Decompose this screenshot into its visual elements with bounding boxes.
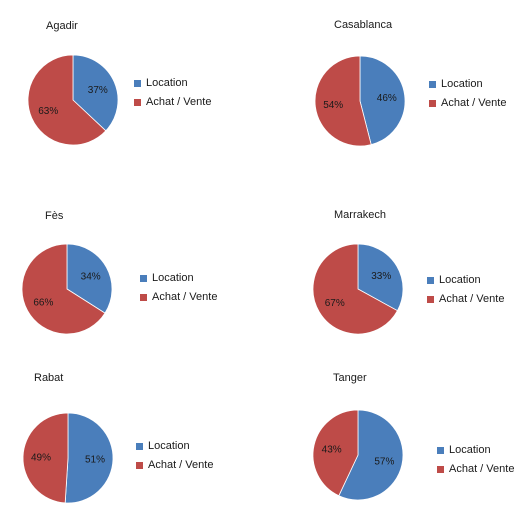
legend-label: Achat / Vente [449, 463, 515, 475]
pie-slice-achat-vente [312, 409, 359, 497]
pie-chart: 57% 43% [312, 409, 404, 501]
legend-item-achat-vente: Achat / Vente [429, 98, 506, 109]
legend-swatch-location [429, 81, 436, 88]
chart-legend: Location Achat / Vente [136, 441, 213, 471]
legend-item-achat-vente: Achat / Vente [136, 460, 213, 471]
pie-data-label: 63% [38, 106, 58, 117]
legend-swatch-location [140, 275, 147, 282]
legend-swatch-achat-vente [427, 296, 434, 303]
legend-item-location: Location [136, 441, 213, 452]
pie-data-label: 34% [81, 271, 101, 282]
chart-legend: Location Achat / Vente [134, 78, 211, 108]
legend-item-location: Location [437, 445, 514, 456]
pie-data-label: 33% [371, 271, 391, 282]
legend-item-achat-vente: Achat / Vente [134, 97, 211, 108]
pie-data-label: 43% [322, 445, 342, 456]
legend-label: Location [449, 444, 491, 456]
legend-swatch-location [136, 443, 143, 450]
chart-legend: Location Achat / Vente [140, 273, 217, 303]
legend-label: Location [146, 77, 188, 89]
legend-item-achat-vente: Achat / Vente [140, 292, 217, 303]
pie-data-label: 57% [374, 456, 394, 467]
pie-chart: 46% 54% [314, 55, 406, 147]
legend-swatch-achat-vente [140, 294, 147, 301]
chart-title: Casablanca [334, 19, 393, 31]
pie-slice-achat-vente [312, 243, 398, 335]
legend-swatch-location [437, 447, 444, 454]
legend-item-location: Location [427, 275, 504, 286]
pie-slice-location [359, 55, 406, 146]
pie-slice-location [338, 409, 404, 501]
pie-data-label: 66% [33, 298, 53, 309]
pie-data-label: 67% [325, 298, 345, 309]
legend-swatch-location [427, 277, 434, 284]
pie-data-label: 46% [377, 93, 397, 104]
pie-chart: 33% 67% [312, 243, 404, 335]
legend-item-location: Location [140, 273, 217, 284]
legend-label: Achat / Vente [146, 96, 212, 108]
legend-item-achat-vente: Achat / Vente [427, 294, 504, 305]
legend-label: Location [148, 440, 190, 452]
pie-slice-location [64, 412, 114, 504]
chart-legend: Location Achat / Vente [437, 445, 514, 475]
pie-chart: 34% 66% [21, 243, 113, 335]
chart-title: Fès [45, 210, 64, 222]
legend-swatch-achat-vente [134, 99, 141, 106]
legend-item-achat-vente: Achat / Vente [437, 464, 514, 475]
pie-data-label: 54% [323, 100, 343, 111]
chart-legend: Location Achat / Vente [429, 79, 506, 109]
pie-chart: 37% 63% [27, 54, 119, 146]
legend-label: Achat / Vente [439, 293, 505, 305]
legend-label: Location [441, 78, 483, 90]
legend-swatch-achat-vente [136, 462, 143, 469]
legend-item-location: Location [429, 79, 506, 90]
legend-item-location: Location [134, 78, 211, 89]
pie-slice-achat-vente [314, 55, 372, 147]
legend-label: Location [152, 272, 194, 284]
pie-slice-location [72, 54, 119, 132]
legend-label: Achat / Vente [148, 459, 214, 471]
legend-label: Achat / Vente [152, 291, 218, 303]
legend-swatch-location [134, 80, 141, 87]
chart-legend: Location Achat / Vente [427, 275, 504, 305]
pie-slice-location [357, 243, 404, 312]
legend-swatch-achat-vente [437, 466, 444, 473]
legend-label: Location [439, 274, 481, 286]
legend-label: Achat / Vente [441, 97, 507, 109]
pie-slice-achat-vente [21, 243, 106, 335]
pie-data-label: 51% [85, 454, 105, 465]
pie-data-label: 49% [31, 453, 51, 464]
chart-title: Agadir [46, 20, 78, 32]
pie-slice-achat-vente [27, 54, 107, 146]
chart-title: Marrakech [334, 209, 386, 221]
legend-swatch-achat-vente [429, 100, 436, 107]
pie-slice-achat-vente [22, 412, 69, 504]
pie-data-label: 37% [88, 85, 108, 96]
chart-title: Tanger [333, 372, 367, 384]
pie-chart: 51% 49% [22, 412, 114, 504]
chart-title: Rabat [34, 372, 64, 384]
